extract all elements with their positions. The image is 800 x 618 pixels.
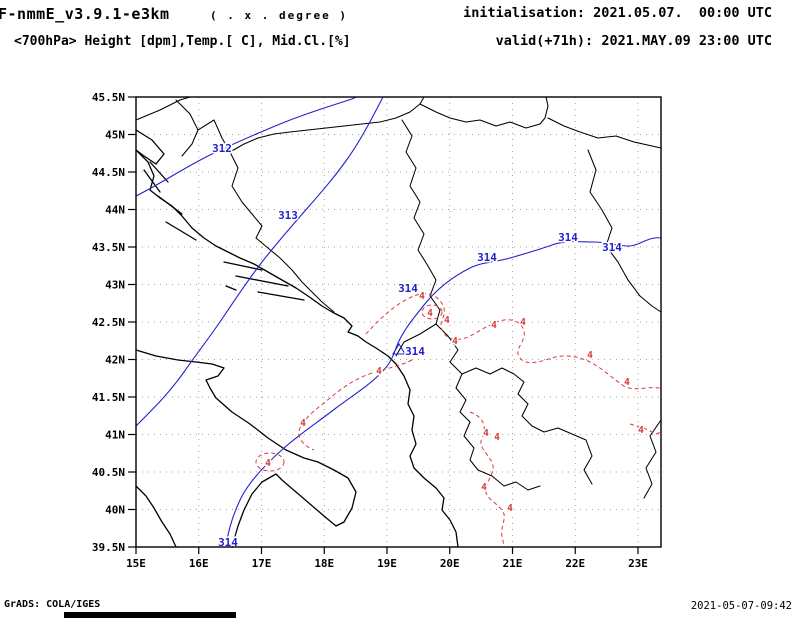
- bottom-black-bar: [64, 612, 236, 618]
- graticule: [135, 96, 661, 548]
- y-tick-label: 41N: [105, 429, 125, 442]
- contour-label: 4: [481, 482, 487, 493]
- y-tick-label: 40.5N: [92, 466, 125, 479]
- border-drina: [401, 119, 441, 325]
- contour-label: 312: [212, 142, 232, 155]
- island: [235, 275, 289, 287]
- x-tick-label: 22E: [565, 557, 585, 570]
- y-tick-label: 42.5N: [92, 316, 125, 329]
- island: [223, 261, 263, 271]
- contour-label: 314: [602, 241, 622, 254]
- y-tick-label: 42N: [105, 354, 125, 367]
- temp-contour-4-loop-center: [421, 304, 443, 320]
- island: [225, 285, 237, 291]
- contour-label: 4: [624, 377, 630, 388]
- border-croatia-bosnia: [229, 151, 335, 313]
- temp-contour-4-southwest: [298, 359, 413, 451]
- border-macedonia-greece: [477, 469, 541, 491]
- x-tick-label: 19E: [377, 557, 397, 570]
- border-serbia-bulgaria: [587, 149, 662, 313]
- border-slovenia-croatia: [135, 96, 231, 157]
- contour-label: 4: [452, 336, 458, 347]
- y-tick-label: 41.5N: [92, 391, 125, 404]
- x-tick-label: 20E: [440, 557, 460, 570]
- contour-label: 4: [491, 320, 497, 331]
- border-bulgaria-greece-east: [643, 419, 662, 499]
- x-tick-label: 21E: [503, 557, 523, 570]
- border-sava-north: [229, 96, 425, 153]
- island: [257, 291, 305, 301]
- model-title: F-nmmE_v3.9.1-e3km: [0, 5, 170, 23]
- island: [143, 169, 161, 193]
- contour-label: 4: [376, 366, 382, 377]
- contour-label: 4: [483, 428, 489, 439]
- y-tick-label: 43N: [105, 279, 125, 292]
- height-contours: [135, 96, 662, 548]
- grads-credit: GrADS: COLA/IGES: [4, 599, 101, 610]
- y-tick-label: 45.5N: [92, 91, 125, 104]
- height-contour-312: [135, 96, 357, 197]
- x-tick-label: 17E: [252, 557, 272, 570]
- contour-label: 4: [419, 291, 425, 302]
- island: [157, 195, 183, 215]
- temperature-contours: [255, 293, 662, 547]
- coastlines: [135, 129, 459, 548]
- contour-label: 314: [405, 345, 425, 358]
- height-contour-313: [135, 96, 384, 427]
- y-axis-labels: 45.5N 45N 44.5N 44N 43.5N 43N 42.5N 42N 41.5N 41N…: [92, 91, 125, 554]
- x-axis-labels: 15E 16E 17E 18E 19E 20E 21E 22E 23E: [126, 557, 648, 570]
- temp-contour-4-south: [469, 411, 505, 547]
- y-tick-label: 44N: [105, 204, 125, 217]
- contour-label: 314: [558, 231, 578, 244]
- coastline-balkan: [135, 149, 459, 548]
- y-tick-label: 39.5N: [92, 541, 125, 554]
- contour-label: 4: [638, 425, 644, 436]
- contour-label: 4: [520, 317, 526, 328]
- border-kosovo-macedonia-serbia: [461, 367, 593, 485]
- contour-label: 4: [300, 418, 306, 429]
- temp-contour-4-east: [629, 423, 662, 435]
- y-tick-label: 43.5N: [92, 241, 125, 254]
- field-description: <700hPa> Height [dpm],Temp.[ C], Mid.Cl.…: [14, 34, 351, 49]
- coastline-istria: [135, 129, 165, 165]
- border-vojvodina-danube: [419, 96, 662, 149]
- x-tick-label: 16E: [189, 557, 209, 570]
- contour-label: 4: [507, 503, 513, 514]
- temp-contour-4-main: [365, 293, 661, 390]
- resolution-note: ( . x . degree ): [210, 9, 348, 22]
- island: [165, 221, 197, 241]
- contour-label: 313: [278, 209, 298, 222]
- contour-label: 314: [477, 251, 497, 264]
- contour-label: 4: [587, 350, 593, 361]
- island: [149, 161, 169, 183]
- y-tick-label: 40N: [105, 504, 125, 517]
- contour-label: 4: [427, 308, 433, 319]
- coastline-italy-west: [135, 485, 177, 548]
- country-borders: [135, 96, 662, 499]
- contour-label: 4: [494, 432, 500, 443]
- axis-ticks: [128, 96, 639, 554]
- y-tick-label: 45N: [105, 129, 125, 142]
- border-montenegro-kosovo-albania: [395, 323, 479, 471]
- temp-contour-4-loop-apulia: [255, 452, 285, 472]
- x-tick-label: 23E: [628, 557, 648, 570]
- height-contour-314: [225, 237, 662, 548]
- low-center-triangle-marker: [392, 342, 406, 355]
- contour-label: 4: [444, 315, 450, 326]
- y-tick-label: 44.5N: [92, 166, 125, 179]
- coastline-italy-east: [135, 349, 357, 548]
- initialisation-time: initialisation: 2021.05.07. 00:00 UTC: [463, 5, 772, 21]
- contour-label: 4: [265, 458, 271, 469]
- valid-time: valid(+71h): 2021.MAY.09 23:00 UTC: [495, 33, 772, 49]
- contour-label: 314: [398, 282, 418, 295]
- creation-timestamp: 2021-05-07-09:42: [690, 600, 792, 612]
- x-tick-label: 18E: [314, 557, 334, 570]
- dalmatian-islands: [143, 161, 305, 301]
- x-tick-label: 15E: [126, 557, 146, 570]
